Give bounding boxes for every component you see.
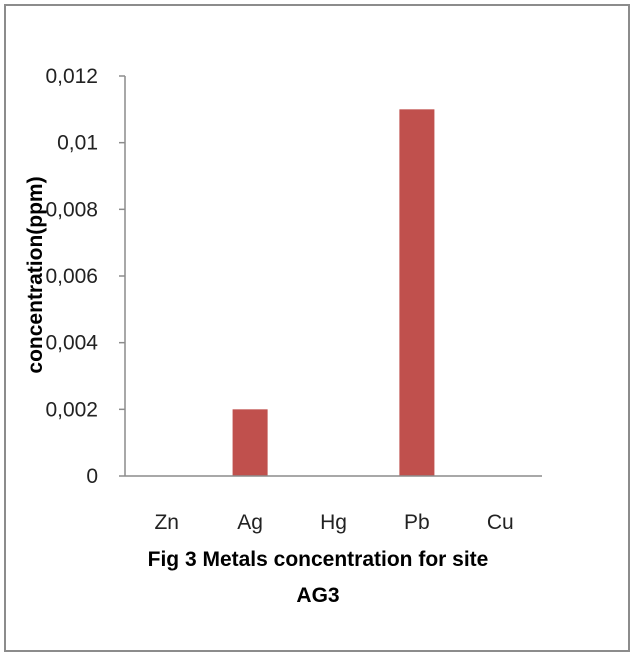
caption-line-1: Fig 3 Metals concentration for site [147, 548, 489, 571]
y-tick-label: 0,006 [45, 265, 98, 288]
y-tick-label: 0 [86, 465, 98, 488]
y-tick-label: 0,008 [45, 198, 98, 221]
bar-chart: 0 0,002 0,004 0,006 0,008 0,01 0,012 Zn Ag Hg Pb C… [24, 65, 542, 534]
x-category-label: Ag [237, 511, 263, 534]
bars [232, 109, 435, 476]
y-axis-label: concentration(ppm) [24, 176, 47, 373]
caption-line-2: AG3 [296, 584, 340, 607]
bar-pb [399, 109, 435, 476]
bar-ag [232, 409, 268, 476]
y-tick-label: 0,012 [45, 65, 98, 88]
figure-caption: Fig 3 Metals concentration for site AG3 [0, 542, 636, 614]
x-category-label: Pb [404, 511, 430, 534]
x-axis-categories: Zn Ag Hg Pb Cu [154, 511, 513, 534]
y-axis-ticks: 0 0,002 0,004 0,006 0,008 0,01 0,012 [45, 65, 125, 488]
x-category-label: Zn [154, 511, 179, 534]
figure-frame [4, 4, 630, 652]
y-tick-label: 0,004 [45, 332, 98, 355]
y-tick-label: 0,01 [57, 132, 98, 155]
x-category-label: Hg [320, 511, 347, 534]
x-category-label: Cu [487, 511, 514, 534]
y-tick-label: 0,002 [45, 398, 98, 421]
